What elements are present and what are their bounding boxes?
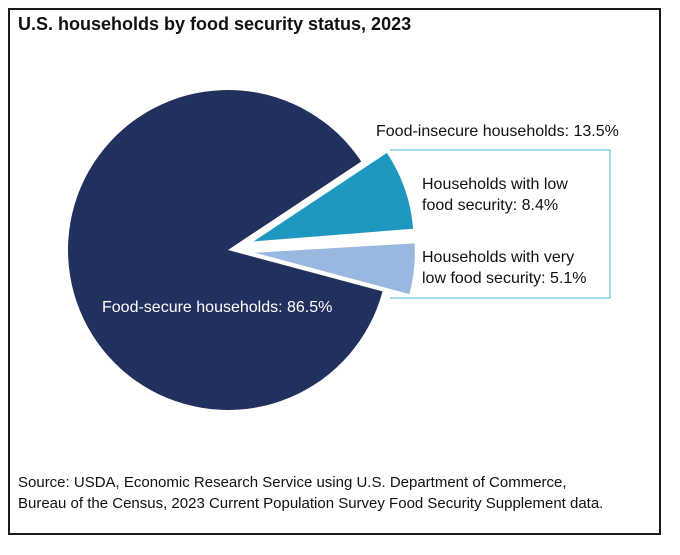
source-line-2: Bureau of the Census, 2023 Current Popul…: [18, 495, 604, 512]
chart-title: U.S. households by food security status,…: [18, 14, 412, 34]
source-line-1: Source: USDA, Economic Research Service …: [18, 474, 567, 491]
pie-slice-low-food-security: [253, 152, 414, 242]
label-low-food-security-line1: Households with low: [422, 176, 568, 193]
food-insecure-bracket: [390, 149, 611, 299]
label-food-insecure-total: Food-insecure households: 13.5%: [376, 123, 619, 140]
pie-slice-food-secure: [68, 90, 383, 411]
label-very-low-food-security-line1: Households with very: [422, 249, 574, 266]
label-food-secure: Food-secure households: 86.5%: [102, 299, 332, 316]
label-low-food-security-line2: food security: 8.4%: [422, 197, 558, 214]
pie-slice-very-low-food-security: [254, 243, 415, 295]
label-very-low-food-security-line2: low food security: 5.1%: [422, 270, 587, 287]
source-note: Source: USDA, Economic Research Service …: [18, 472, 648, 514]
